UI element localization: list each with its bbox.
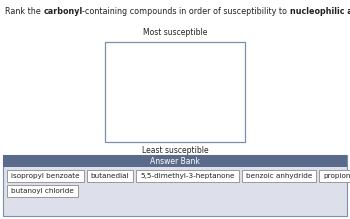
- Text: benzoic anhydride: benzoic anhydride: [246, 173, 312, 179]
- Text: isopropyl benzoate: isopropyl benzoate: [11, 173, 80, 179]
- Text: Rank the: Rank the: [5, 7, 43, 16]
- Text: nucleophilic attack: nucleophilic attack: [290, 7, 350, 16]
- Bar: [3, 155, 347, 167]
- Bar: [105, 42, 245, 142]
- Text: Least susceptible: Least susceptible: [142, 146, 208, 155]
- Bar: [7, 170, 84, 182]
- Text: -containing compounds in order of susceptibility to: -containing compounds in order of suscep…: [83, 7, 290, 16]
- Bar: [87, 170, 133, 182]
- Text: Most susceptible: Most susceptible: [143, 28, 207, 37]
- Text: 5,5-dimethyl-3-heptanone: 5,5-dimethyl-3-heptanone: [140, 173, 234, 179]
- Text: butanoyl chloride: butanoyl chloride: [11, 188, 74, 194]
- Text: butanedial: butanedial: [91, 173, 129, 179]
- Bar: [136, 170, 239, 182]
- Bar: [241, 170, 316, 182]
- Text: propionamide: propionamide: [323, 173, 350, 179]
- Text: carbonyl: carbonyl: [43, 7, 83, 16]
- Bar: [319, 170, 350, 182]
- Bar: [3, 155, 347, 216]
- Text: Answer Bank: Answer Bank: [150, 157, 200, 166]
- Bar: [7, 185, 78, 197]
